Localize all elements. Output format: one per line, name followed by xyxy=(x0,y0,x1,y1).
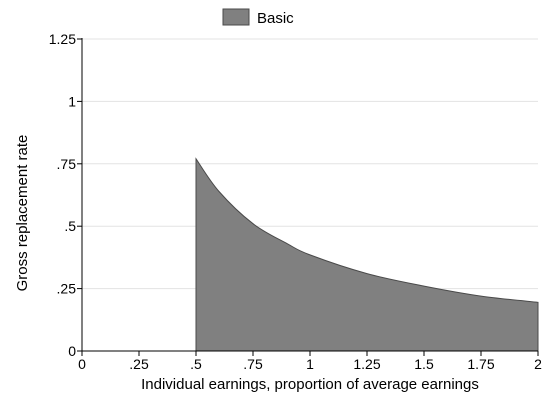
x-tick-label-5: 1.25 xyxy=(353,356,380,372)
area-series-basic xyxy=(195,157,539,352)
x-tick-label-6: 1.5 xyxy=(414,356,434,372)
x-tick-label-4: 1 xyxy=(306,356,314,372)
x-tick-label-7: 1.75 xyxy=(467,356,494,372)
axes xyxy=(77,38,539,356)
legend-label-basic: Basic xyxy=(257,10,294,27)
legend: Basic xyxy=(222,8,294,27)
y-tick-label-2: .5 xyxy=(64,218,76,234)
y-tick-label-3: .75 xyxy=(57,156,77,172)
x-tick-label-1: .25 xyxy=(129,356,149,372)
x-axis-title: Individual earnings, proportion of avera… xyxy=(141,376,479,393)
y-tick-label-5: 1.25 xyxy=(49,31,76,47)
y-tick-label-4: 1 xyxy=(68,93,76,109)
gridlines xyxy=(82,38,538,290)
x-tick-label-8: 2 xyxy=(534,356,542,372)
area-layer xyxy=(195,157,539,352)
x-tick-label-2: .5 xyxy=(190,356,202,372)
tick-labels: 0 .25 .5 .75 1 1.25 0 .25 .5 .75 1 1.25 1.5 1.75 2 xyxy=(49,31,542,372)
y-tick-label-0: 0 xyxy=(68,343,76,359)
legend-swatch-basic xyxy=(222,8,250,26)
y-tick-label-1: .25 xyxy=(57,281,77,297)
x-tick-label-3: .75 xyxy=(243,356,263,372)
y-axis-title: Gross replacement rate xyxy=(14,135,31,292)
x-tick-label-0: 0 xyxy=(78,356,86,372)
